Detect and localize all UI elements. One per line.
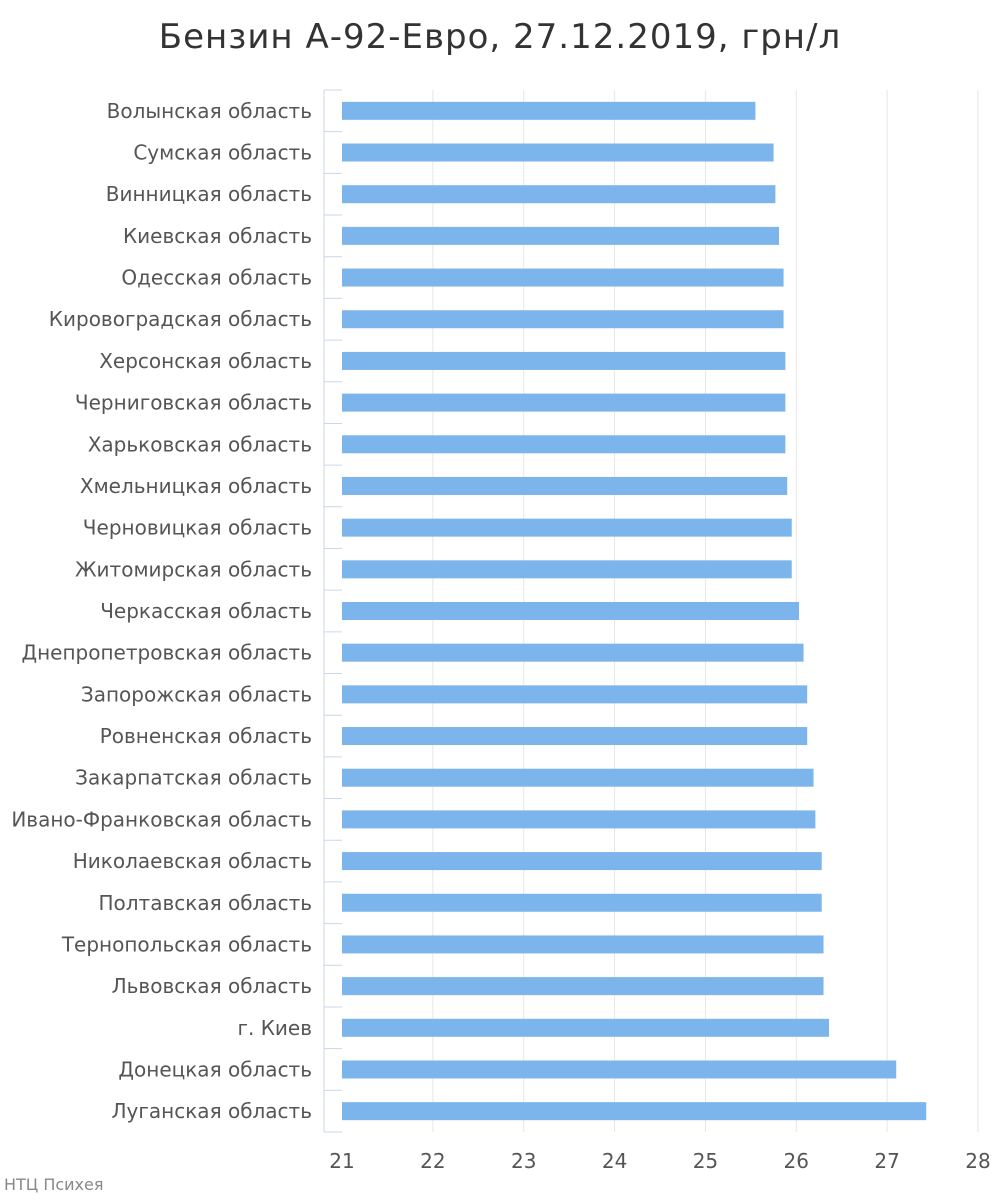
- bar: [342, 310, 784, 329]
- category-label: Одесская область: [121, 266, 312, 290]
- x-tick-label: 24: [602, 1149, 627, 1173]
- bar: [342, 602, 800, 620]
- category-labels: Волынская область Сумская область Винницка…: [11, 99, 312, 1123]
- category-label: Харьковская область: [88, 432, 312, 456]
- x-tick-label: 26: [784, 1149, 809, 1173]
- bars: [342, 101, 927, 1121]
- category-label: г. Киев: [237, 1016, 312, 1040]
- category-label: Ивано-Франковская область: [11, 807, 312, 831]
- bar: [342, 935, 824, 954]
- chart-title: Бензин А-92-Евро, 27.12.2019, грн/л: [159, 17, 841, 57]
- bar: [342, 518, 792, 537]
- x-tick-label: 27: [874, 1149, 899, 1173]
- bar: [342, 1018, 829, 1037]
- bar: [342, 143, 774, 162]
- category-label: Кировоградская область: [49, 307, 312, 331]
- category-label: Черновицкая область: [83, 516, 312, 540]
- bar: [342, 226, 780, 245]
- category-label: Полтавская область: [98, 891, 312, 915]
- bar: [342, 185, 776, 204]
- category-label: Ровненская область: [100, 724, 312, 748]
- category-label: Николаевская область: [73, 849, 312, 873]
- category-label: Тернопольская область: [61, 932, 312, 956]
- bar: [342, 268, 784, 287]
- bar: [342, 435, 786, 454]
- bar: [342, 560, 792, 579]
- category-label: Луганская область: [112, 1099, 312, 1123]
- category-label: Хмельницкая область: [80, 474, 312, 498]
- bar: [342, 768, 814, 787]
- x-tick-label: 28: [965, 1149, 990, 1173]
- x-tick-labels: 21 22 23 24 25 26 27 28: [329, 1149, 990, 1173]
- x-tick-label: 23: [511, 1149, 536, 1173]
- category-label: Черкасская область: [100, 599, 312, 623]
- x-tick-label: 21: [329, 1149, 354, 1173]
- bar: [342, 101, 756, 120]
- category-label: Сумская область: [133, 141, 312, 165]
- category-label: Киевская область: [123, 224, 312, 248]
- category-label: Житомирская область: [75, 557, 312, 581]
- category-label: Запорожская область: [81, 682, 312, 706]
- bar: [342, 393, 786, 412]
- category-label: Закарпатская область: [75, 766, 312, 790]
- bar: [342, 1060, 897, 1079]
- category-label: Донецкая область: [118, 1057, 312, 1081]
- bar: [342, 1102, 927, 1121]
- bar: [342, 852, 822, 871]
- bar: [342, 685, 808, 704]
- bar: [342, 727, 808, 746]
- bar: [342, 810, 816, 829]
- bar: [342, 476, 788, 495]
- credit-text: НТЦ Психея: [4, 1175, 103, 1194]
- category-label: Львовская область: [112, 974, 312, 998]
- bar: [342, 977, 824, 996]
- category-label: Волынская область: [107, 99, 312, 123]
- bar: [342, 643, 804, 662]
- category-label: Винницкая область: [106, 182, 312, 206]
- category-label: Херсонская область: [99, 349, 312, 373]
- x-tick-label: 22: [420, 1149, 445, 1173]
- bar: [342, 351, 786, 370]
- x-tick-label: 25: [693, 1149, 718, 1173]
- category-label: Черниговская область: [75, 391, 312, 415]
- category-label: Днепропетровская область: [21, 641, 312, 665]
- bar: [342, 893, 822, 912]
